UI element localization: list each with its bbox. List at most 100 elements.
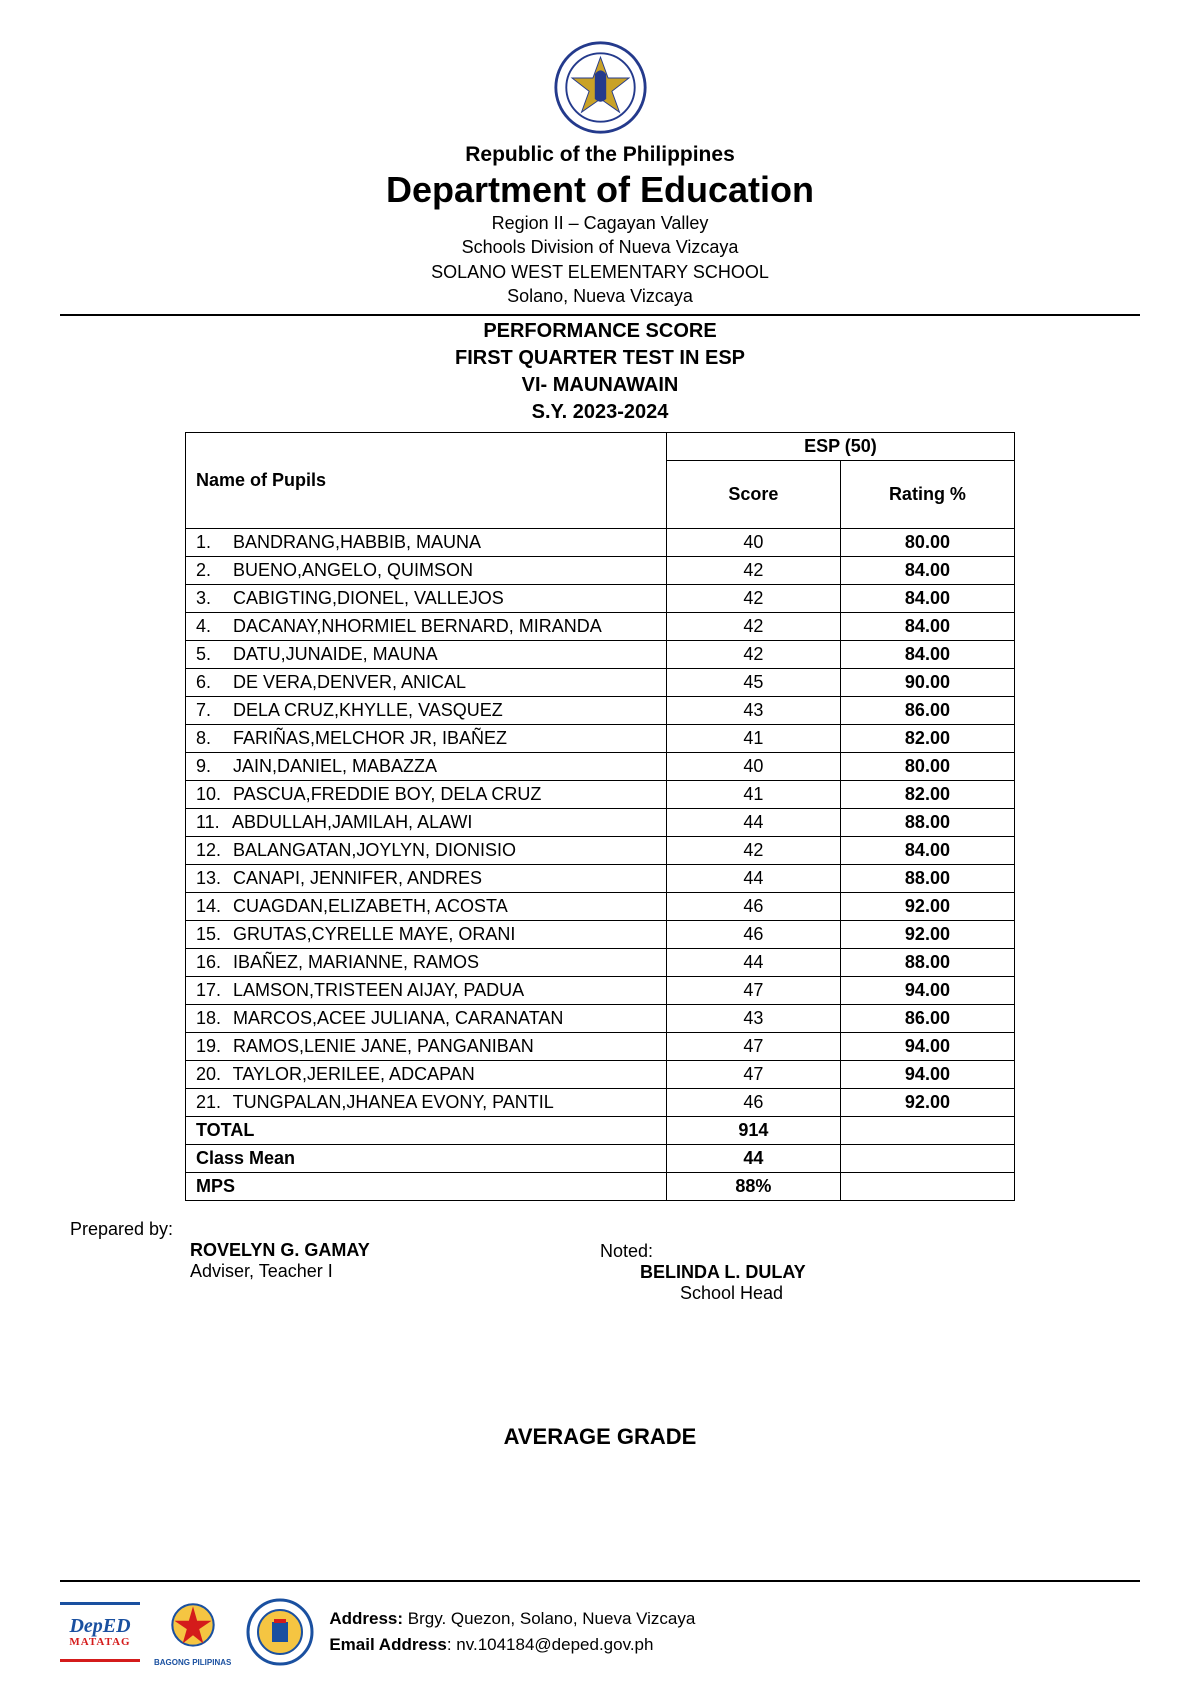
pupil-rating: 94.00: [840, 977, 1014, 1005]
mean-rating: [840, 1145, 1014, 1173]
pupil-rating: 92.00: [840, 893, 1014, 921]
adviser-title: Adviser, Teacher I: [190, 1261, 600, 1282]
table-row: 3. CABIGTING,DIONEL, VALLEJOS4284.00: [186, 585, 1015, 613]
republic-line: Republic of the Philippines: [60, 143, 1140, 167]
address-value: Brgy. Quezon, Solano, Nueva Vizcaya: [403, 1609, 695, 1628]
prepared-by-label: Prepared by:: [70, 1219, 600, 1240]
mps-rating: [840, 1173, 1014, 1201]
pupil-name: 11. ABDULLAH,JAMILAH, ALAWI: [186, 809, 667, 837]
pupil-name: 17. LAMSON,TRISTEEN AIJAY, PADUA: [186, 977, 667, 1005]
noted-label: Noted:: [600, 1241, 1130, 1262]
col-name: Name of Pupils: [186, 433, 667, 529]
average-grade-heading: AVERAGE GRADE: [60, 1424, 1140, 1450]
signature-block: Prepared by: ROVELYN G. GAMAY Adviser, T…: [60, 1219, 1140, 1304]
matatag-text: MATATAG: [69, 1636, 130, 1648]
pupil-rating: 86.00: [840, 697, 1014, 725]
pupil-rating: 86.00: [840, 1005, 1014, 1033]
pupil-name: 20. TAYLOR,JERILEE, ADCAPAN: [186, 1061, 667, 1089]
pupil-score: 41: [666, 781, 840, 809]
pupil-rating: 84.00: [840, 613, 1014, 641]
region-line: Region II – Cagayan Valley: [60, 211, 1140, 235]
pupil-name: 2. BUENO,ANGELO, QUIMSON: [186, 557, 667, 585]
pupil-score: 43: [666, 697, 840, 725]
pupil-name: 19. RAMOS,LENIE JANE, PANGANIBAN: [186, 1033, 667, 1061]
school-seal-icon: [245, 1597, 315, 1667]
table-row: 17. LAMSON,TRISTEEN AIJAY, PADUA4794.00: [186, 977, 1015, 1005]
sub-l2: FIRST QUARTER TEST IN ESP: [60, 345, 1140, 372]
col-score: Score: [666, 461, 840, 529]
pupil-score: 41: [666, 725, 840, 753]
pupil-rating: 92.00: [840, 1089, 1014, 1117]
pupil-rating: 84.00: [840, 557, 1014, 585]
divider: [60, 314, 1140, 316]
school-line: SOLANO WEST ELEMENTARY SCHOOL: [60, 260, 1140, 284]
table-row-mean: Class Mean 44: [186, 1145, 1015, 1173]
table-row: 20. TAYLOR,JERILEE, ADCAPAN4794.00: [186, 1061, 1015, 1089]
pupil-score: 42: [666, 641, 840, 669]
pupil-name: 14. CUAGDAN,ELIZABETH, ACOSTA: [186, 893, 667, 921]
pupil-score: 46: [666, 893, 840, 921]
email-label: Email Address: [329, 1635, 446, 1654]
total-label: TOTAL: [186, 1117, 667, 1145]
location-line: Solano, Nueva Vizcaya: [60, 284, 1140, 308]
deped-text: DepED: [69, 1616, 130, 1636]
signature-right: Noted: BELINDA L. DULAY School Head: [600, 1219, 1130, 1304]
pupil-rating: 94.00: [840, 1061, 1014, 1089]
signature-left: Prepared by: ROVELYN G. GAMAY Adviser, T…: [70, 1219, 600, 1304]
pupil-score: 44: [666, 949, 840, 977]
table-row: 4. DACANAY,NHORMIEL BERNARD, MIRANDA4284…: [186, 613, 1015, 641]
pupil-rating: 88.00: [840, 809, 1014, 837]
pupil-rating: 84.00: [840, 641, 1014, 669]
pupil-name: 4. DACANAY,NHORMIEL BERNARD, MIRANDA: [186, 613, 667, 641]
mean-label: Class Mean: [186, 1145, 667, 1173]
pupil-rating: 82.00: [840, 725, 1014, 753]
page: Republic of the Philippines Department o…: [0, 0, 1200, 1697]
table-row: 19. RAMOS,LENIE JANE, PANGANIBAN4794.00: [186, 1033, 1015, 1061]
pupil-name: 12. BALANGATAN,JOYLYN, DIONISIO: [186, 837, 667, 865]
total-rating: [840, 1117, 1014, 1145]
bagong-pilipinas-logo: BAGONG PILIPINAS: [154, 1596, 231, 1667]
head-title: School Head: [640, 1283, 1130, 1304]
table-row: 7. DELA CRUZ,KHYLLE, VASQUEZ4386.00: [186, 697, 1015, 725]
deped-seal-icon: [553, 40, 648, 135]
pupil-rating: 94.00: [840, 1033, 1014, 1061]
col-rating: Rating %: [840, 461, 1014, 529]
footer-contact: Address: Brgy. Quezon, Solano, Nueva Viz…: [329, 1606, 695, 1657]
pupil-score: 47: [666, 1061, 840, 1089]
head-name: BELINDA L. DULAY: [640, 1262, 1130, 1283]
pupil-rating: 84.00: [840, 837, 1014, 865]
table-row: 21. TUNGPALAN,JHANEA EVONY, PANTIL4692.0…: [186, 1089, 1015, 1117]
deped-matatag-logo: DepED MATATAG: [60, 1602, 140, 1662]
document-subheader: PERFORMANCE SCORE FIRST QUARTER TEST IN …: [60, 318, 1140, 426]
pupil-name: 15. GRUTAS,CYRELLE MAYE, ORANI: [186, 921, 667, 949]
score-table: Name of Pupils ESP (50) Score Rating % 1…: [185, 432, 1015, 1201]
pupil-rating: 80.00: [840, 529, 1014, 557]
pupil-name: 16. IBAÑEZ, MARIANNE, RAMOS: [186, 949, 667, 977]
pupil-rating: 88.00: [840, 865, 1014, 893]
col-subject: ESP (50): [666, 433, 1014, 461]
pupil-score: 40: [666, 529, 840, 557]
pupil-score: 46: [666, 1089, 840, 1117]
table-row-mps: MPS 88%: [186, 1173, 1015, 1201]
division-line: Schools Division of Nueva Vizcaya: [60, 235, 1140, 259]
pupil-score: 45: [666, 669, 840, 697]
mps-score: 88%: [666, 1173, 840, 1201]
table-row: 14. CUAGDAN,ELIZABETH, ACOSTA4692.00: [186, 893, 1015, 921]
table-row: 8. FARIÑAS,MELCHOR JR, IBAÑEZ4182.00: [186, 725, 1015, 753]
footer-divider: [60, 1580, 1140, 1582]
pupil-name: 13. CANAPI, JENNIFER, ANDRES: [186, 865, 667, 893]
table-row: 6. DE VERA,DENVER, ANICAL4590.00: [186, 669, 1015, 697]
table-row: 2. BUENO,ANGELO, QUIMSON4284.00: [186, 557, 1015, 585]
address-label: Address:: [329, 1609, 403, 1628]
letterhead: Republic of the Philippines Department o…: [60, 40, 1140, 308]
sub-l1: PERFORMANCE SCORE: [60, 318, 1140, 345]
bagong-text: BAGONG PILIPINAS: [154, 1658, 231, 1667]
table-row: 15. GRUTAS,CYRELLE MAYE, ORANI4692.00: [186, 921, 1015, 949]
pupil-name: 10. PASCUA,FREDDIE BOY, DELA CRUZ: [186, 781, 667, 809]
pupil-rating: 80.00: [840, 753, 1014, 781]
table-row: 10. PASCUA,FREDDIE BOY, DELA CRUZ4182.00: [186, 781, 1015, 809]
table-row: 16. IBAÑEZ, MARIANNE, RAMOS4488.00: [186, 949, 1015, 977]
table-row: 1. BANDRANG,HABBIB, MAUNA4080.00: [186, 529, 1015, 557]
table-row: Name of Pupils ESP (50): [186, 433, 1015, 461]
adviser-name: ROVELYN G. GAMAY: [190, 1240, 600, 1261]
